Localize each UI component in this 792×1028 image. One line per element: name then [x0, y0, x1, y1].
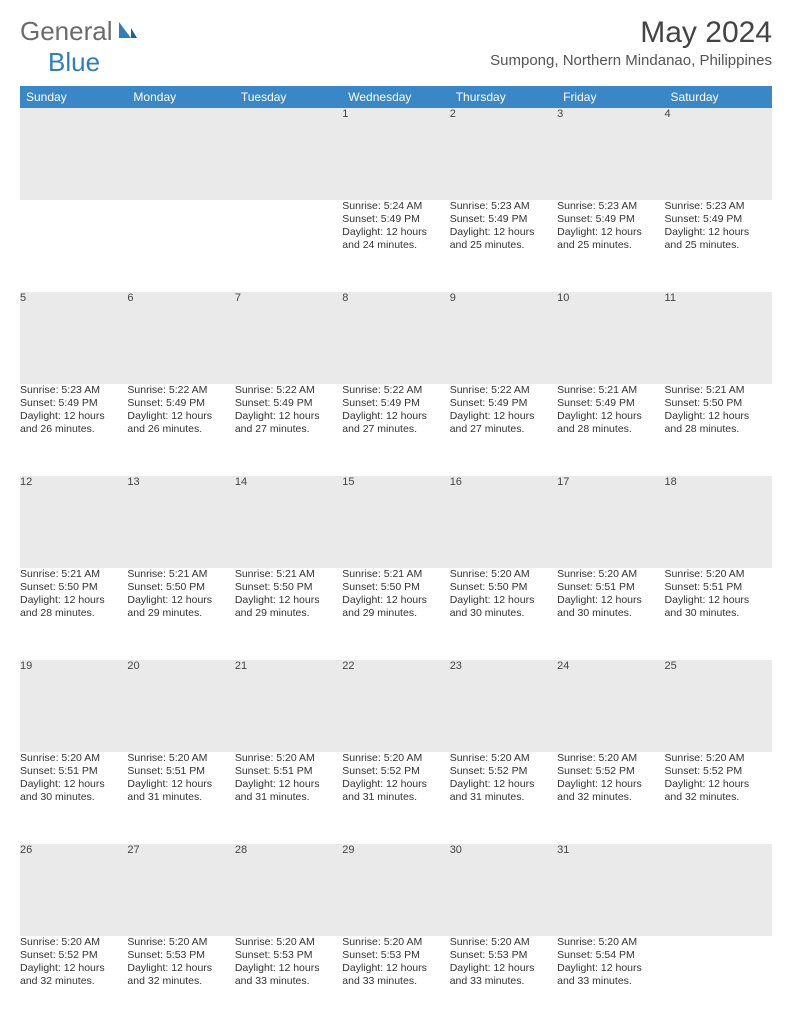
day-number-cell: 8 — [342, 292, 449, 384]
day-number-cell: 20 — [127, 660, 234, 752]
day-info-cell: Sunrise: 5:23 AMSunset: 5:49 PMDaylight:… — [665, 200, 772, 292]
day-info-cell: Sunrise: 5:20 AMSunset: 5:53 PMDaylight:… — [235, 936, 342, 1028]
day-info-cell: Sunrise: 5:20 AMSunset: 5:51 PMDaylight:… — [127, 752, 234, 844]
day-info-cell: Sunrise: 5:20 AMSunset: 5:54 PMDaylight:… — [557, 936, 664, 1028]
day-number-cell: 17 — [557, 476, 664, 568]
month-title: May 2024 — [490, 16, 772, 50]
day-info-cell: Sunrise: 5:20 AMSunset: 5:53 PMDaylight:… — [342, 936, 449, 1028]
day-info-cell: Sunrise: 5:22 AMSunset: 5:49 PMDaylight:… — [450, 384, 557, 476]
day-number-row: 12131415161718 — [20, 476, 772, 568]
day-info-cell: Sunrise: 5:21 AMSunset: 5:50 PMDaylight:… — [127, 568, 234, 660]
day-number-cell: 2 — [450, 108, 557, 200]
logo-text-blue: Blue — [48, 47, 100, 78]
day-info-cell: Sunrise: 5:20 AMSunset: 5:51 PMDaylight:… — [20, 752, 127, 844]
calendar-table: SundayMondayTuesdayWednesdayThursdayFrid… — [20, 86, 772, 1028]
weekday-header: Saturday — [665, 86, 772, 108]
weekday-header: Wednesday — [342, 86, 449, 108]
day-info-cell: Sunrise: 5:23 AMSunset: 5:49 PMDaylight:… — [20, 384, 127, 476]
day-info-cell: Sunrise: 5:21 AMSunset: 5:49 PMDaylight:… — [557, 384, 664, 476]
day-number-row: 19202122232425 — [20, 660, 772, 752]
day-info-cell — [127, 200, 234, 292]
day-info-row: Sunrise: 5:24 AMSunset: 5:49 PMDaylight:… — [20, 200, 772, 292]
logo: General — [20, 16, 141, 47]
day-number-row: 567891011 — [20, 292, 772, 384]
day-info-cell: Sunrise: 5:20 AMSunset: 5:50 PMDaylight:… — [450, 568, 557, 660]
day-info-cell — [20, 200, 127, 292]
day-number-cell: 24 — [557, 660, 664, 752]
day-info-cell: Sunrise: 5:22 AMSunset: 5:49 PMDaylight:… — [342, 384, 449, 476]
day-info-cell: Sunrise: 5:23 AMSunset: 5:49 PMDaylight:… — [557, 200, 664, 292]
day-number-cell: 11 — [665, 292, 772, 384]
day-number-cell: 27 — [127, 844, 234, 936]
day-info-cell: Sunrise: 5:20 AMSunset: 5:51 PMDaylight:… — [665, 568, 772, 660]
weekday-header: Monday — [127, 86, 234, 108]
day-number-cell: 21 — [235, 660, 342, 752]
day-info-cell: Sunrise: 5:20 AMSunset: 5:53 PMDaylight:… — [450, 936, 557, 1028]
day-number-cell: 5 — [20, 292, 127, 384]
logo-sail-icon — [117, 16, 139, 47]
day-info-cell: Sunrise: 5:20 AMSunset: 5:52 PMDaylight:… — [20, 936, 127, 1028]
day-number-cell: 9 — [450, 292, 557, 384]
day-number-cell: 15 — [342, 476, 449, 568]
day-info-cell: Sunrise: 5:20 AMSunset: 5:52 PMDaylight:… — [665, 752, 772, 844]
day-number-cell — [20, 108, 127, 200]
day-number-cell: 13 — [127, 476, 234, 568]
day-info-cell: Sunrise: 5:22 AMSunset: 5:49 PMDaylight:… — [127, 384, 234, 476]
day-number-cell — [235, 108, 342, 200]
weekday-header: Sunday — [20, 86, 127, 108]
day-number-cell: 10 — [557, 292, 664, 384]
day-info-cell: Sunrise: 5:20 AMSunset: 5:52 PMDaylight:… — [342, 752, 449, 844]
day-number-cell: 29 — [342, 844, 449, 936]
day-number-cell: 28 — [235, 844, 342, 936]
day-number-cell — [127, 108, 234, 200]
day-info-cell: Sunrise: 5:21 AMSunset: 5:50 PMDaylight:… — [20, 568, 127, 660]
weekday-header: Tuesday — [235, 86, 342, 108]
day-number-cell: 30 — [450, 844, 557, 936]
day-info-cell: Sunrise: 5:21 AMSunset: 5:50 PMDaylight:… — [235, 568, 342, 660]
day-number-cell: 4 — [665, 108, 772, 200]
day-number-cell: 26 — [20, 844, 127, 936]
day-number-cell: 18 — [665, 476, 772, 568]
day-info-cell — [235, 200, 342, 292]
day-info-cell: Sunrise: 5:23 AMSunset: 5:49 PMDaylight:… — [450, 200, 557, 292]
day-number-row: 262728293031 — [20, 844, 772, 936]
day-number-cell: 22 — [342, 660, 449, 752]
day-info-cell: Sunrise: 5:20 AMSunset: 5:51 PMDaylight:… — [557, 568, 664, 660]
day-number-cell: 3 — [557, 108, 664, 200]
day-info-cell: Sunrise: 5:21 AMSunset: 5:50 PMDaylight:… — [342, 568, 449, 660]
day-number-cell: 19 — [20, 660, 127, 752]
day-info-row: Sunrise: 5:23 AMSunset: 5:49 PMDaylight:… — [20, 384, 772, 476]
day-info-cell — [665, 936, 772, 1028]
day-number-cell: 23 — [450, 660, 557, 752]
day-info-cell: Sunrise: 5:20 AMSunset: 5:53 PMDaylight:… — [127, 936, 234, 1028]
day-info-row: Sunrise: 5:20 AMSunset: 5:52 PMDaylight:… — [20, 936, 772, 1028]
day-number-cell: 7 — [235, 292, 342, 384]
logo-text-general: General — [20, 16, 113, 47]
day-info-cell: Sunrise: 5:20 AMSunset: 5:51 PMDaylight:… — [235, 752, 342, 844]
day-info-row: Sunrise: 5:21 AMSunset: 5:50 PMDaylight:… — [20, 568, 772, 660]
day-number-cell: 6 — [127, 292, 234, 384]
day-info-cell: Sunrise: 5:24 AMSunset: 5:49 PMDaylight:… — [342, 200, 449, 292]
calendar-header-row: SundayMondayTuesdayWednesdayThursdayFrid… — [20, 86, 772, 108]
day-info-cell: Sunrise: 5:22 AMSunset: 5:49 PMDaylight:… — [235, 384, 342, 476]
day-number-cell: 1 — [342, 108, 449, 200]
title-box: May 2024 Sumpong, Northern Mindanao, Phi… — [490, 16, 772, 69]
day-info-cell: Sunrise: 5:21 AMSunset: 5:50 PMDaylight:… — [665, 384, 772, 476]
day-info-cell: Sunrise: 5:20 AMSunset: 5:52 PMDaylight:… — [450, 752, 557, 844]
day-number-row: 1234 — [20, 108, 772, 200]
day-info-cell: Sunrise: 5:20 AMSunset: 5:52 PMDaylight:… — [557, 752, 664, 844]
day-number-cell: 16 — [450, 476, 557, 568]
weekday-header: Thursday — [450, 86, 557, 108]
day-number-cell: 25 — [665, 660, 772, 752]
day-info-row: Sunrise: 5:20 AMSunset: 5:51 PMDaylight:… — [20, 752, 772, 844]
weekday-header: Friday — [557, 86, 664, 108]
day-number-cell — [665, 844, 772, 936]
day-number-cell: 12 — [20, 476, 127, 568]
location: Sumpong, Northern Mindanao, Philippines — [490, 52, 772, 69]
day-number-cell: 31 — [557, 844, 664, 936]
day-number-cell: 14 — [235, 476, 342, 568]
